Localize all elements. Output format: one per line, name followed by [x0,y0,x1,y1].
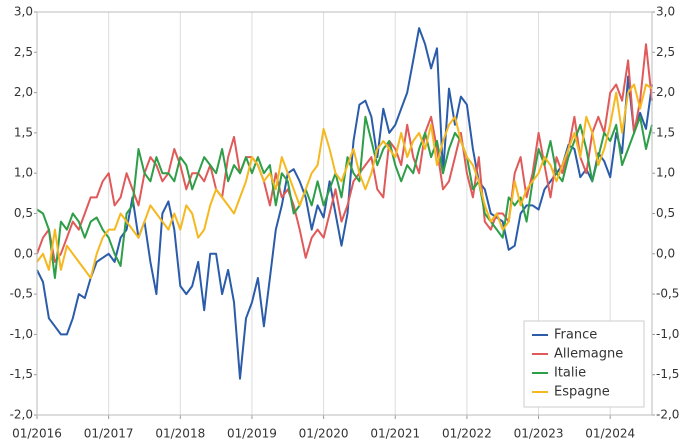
plot-area [36,27,653,380]
series-line [36,115,653,279]
y-tick-label: -1,5 [10,367,33,381]
x-tick-label: 01/2020 [299,427,349,441]
series-line [36,83,653,279]
legend-label: Espagne [554,385,610,400]
y2-tick-label: -1,0 [656,327,679,341]
y2-tick-label: 2,5 [656,45,675,59]
y-tick-label: -0,5 [10,287,33,301]
x-tick-label: 01/2018 [155,427,205,441]
x-tick-label: 01/2019 [227,427,277,441]
legend-label: France [554,328,597,343]
y-tick-label: 2,0 [14,85,33,99]
x-tick-label: 01/2022 [442,427,492,441]
y-tick-label: -1,0 [10,327,33,341]
plot-frame [36,11,653,416]
legend-label: Italie [554,366,586,381]
y-tick-label: 2,5 [14,45,33,59]
y2-tick-label: 0,0 [656,246,675,260]
x-tick-label: 01/2017 [84,427,134,441]
y2-tick-label: -1,5 [656,367,679,381]
y2-tick-label: 2,0 [656,85,675,99]
legend: France Allemagne Italie Espagne [523,320,645,408]
y-tick-label: -2,0 [10,408,33,422]
series-line [36,43,653,263]
y2-tick-label: 3,0 [656,5,675,19]
y2-tick-label: 0,5 [656,206,675,220]
y2-tick-label: 1,5 [656,125,675,139]
legend-label: Allemagne [554,347,623,362]
y-tick-label: 1,0 [14,166,33,180]
x-tick-label: 01/2023 [514,427,564,441]
x-tick-label: 01/2016 [12,427,62,441]
axis-labels: -2,0 -2,0 -1,5 -1,5 -1,0 -1,0 -0,5 -0,5 0,0 0,0 0,… [10,5,680,441]
y2-tick-label: -2,0 [656,408,679,422]
y2-tick-label: -0,5 [656,287,679,301]
y-tick-label: 0,0 [14,246,33,260]
y-tick-label: 1,5 [14,125,33,139]
y-tick-label: 3,0 [14,5,33,19]
y2-tick-label: 1,0 [656,166,675,180]
x-tick-label: 01/2024 [585,427,635,441]
y-tick-label: 0,5 [14,206,33,220]
x-tick-label: 01/2021 [370,427,420,441]
